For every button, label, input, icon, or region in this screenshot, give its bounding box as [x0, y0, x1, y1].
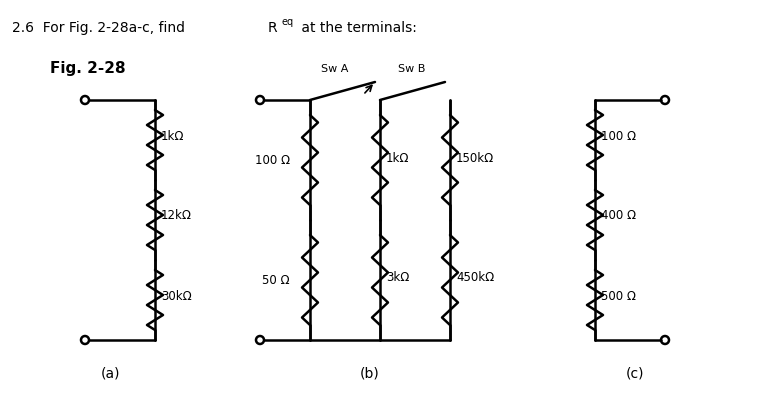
Text: 1kΩ: 1kΩ — [161, 129, 184, 142]
Text: 100 Ω: 100 Ω — [255, 154, 290, 167]
Text: Fig. 2-28: Fig. 2-28 — [50, 61, 126, 76]
Text: 450kΩ: 450kΩ — [456, 271, 494, 284]
Text: at the terminals:: at the terminals: — [297, 21, 417, 35]
Text: 2.6  For Fig. 2-28a-c, find: 2.6 For Fig. 2-28a-c, find — [12, 21, 189, 35]
Text: 400 Ω: 400 Ω — [601, 209, 637, 222]
Text: Sw B: Sw B — [398, 64, 426, 74]
Text: 50 Ω: 50 Ω — [262, 274, 290, 287]
Text: (a): (a) — [100, 366, 119, 380]
Text: 500 Ω: 500 Ω — [601, 289, 636, 302]
Text: R: R — [268, 21, 277, 35]
Text: 12kΩ: 12kΩ — [161, 209, 192, 222]
Text: 30kΩ: 30kΩ — [161, 289, 192, 302]
Text: (c): (c) — [626, 366, 644, 380]
Text: 150kΩ: 150kΩ — [456, 151, 494, 164]
Text: eq: eq — [281, 17, 293, 27]
Text: Sw A: Sw A — [321, 64, 348, 74]
Text: 3kΩ: 3kΩ — [386, 271, 409, 284]
Text: 100 Ω: 100 Ω — [601, 129, 637, 142]
Text: (b): (b) — [360, 366, 380, 380]
Text: 1kΩ: 1kΩ — [386, 151, 409, 164]
